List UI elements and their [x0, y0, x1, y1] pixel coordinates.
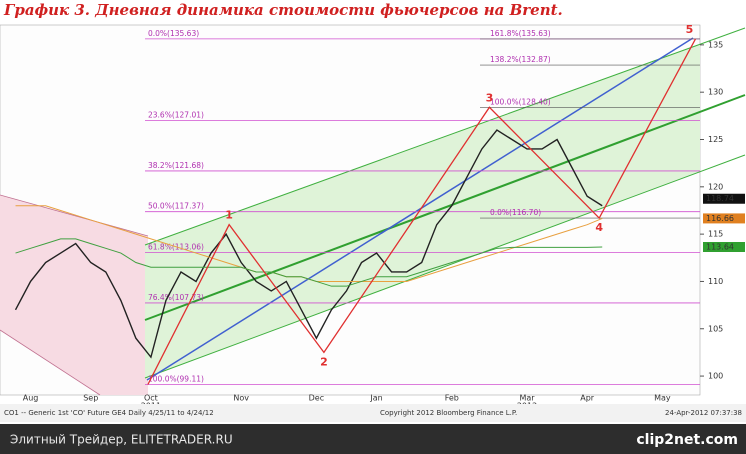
y-tick-label: 130	[708, 88, 723, 97]
wave-line	[147, 38, 697, 385]
wave-label: 1	[225, 209, 233, 222]
price-tag	[703, 193, 745, 204]
y-tick-label: 115	[708, 230, 723, 239]
x-tick-label: Sep	[83, 394, 98, 403]
series-line	[15, 238, 603, 287]
channel-line	[144, 154, 746, 379]
x-tick-label: Aug	[23, 394, 39, 403]
y-tick-label: 105	[708, 324, 723, 333]
y-tick-label: 100	[708, 372, 723, 381]
fib-label: 100.0%(128.40)	[490, 97, 551, 106]
fib-label: 100.0%(99.11)	[148, 374, 204, 383]
price-tag-label: 116.66	[706, 214, 734, 223]
x-tick-label: Oct	[144, 394, 158, 403]
price-tag-label: 118.74	[706, 194, 734, 203]
channel-line	[0, 194, 149, 237]
y-tick-label: 120	[708, 182, 723, 191]
fib-label: 0.0%(116.70)	[490, 208, 541, 217]
price-tag	[703, 213, 745, 224]
fib-label: 138.2%(132.87)	[490, 55, 551, 64]
x-tick-label: May	[654, 394, 671, 403]
wave-label: 3	[486, 91, 494, 104]
fib-label: 0.0%(135.63)	[148, 29, 199, 38]
footer-center: Copyright 2012 Bloomberg Finance L.P.	[380, 409, 517, 417]
y-tick-label: 110	[708, 277, 723, 286]
down-channel	[0, 195, 148, 395]
y-tick-label: 135	[708, 40, 723, 49]
fib-label: 50.0%(117.37)	[148, 202, 204, 211]
x-tick-label: Apr	[580, 394, 595, 403]
y-tick-label: 125	[708, 135, 723, 144]
fib-label: 23.6%(127.01)	[148, 110, 204, 119]
fib-label: 38.2%(121.68)	[148, 161, 204, 170]
wave-label: 5	[686, 23, 694, 36]
watermark-right: clip2net.com	[636, 432, 738, 448]
wave-label: 2	[320, 355, 328, 368]
x-tick-label: Nov	[233, 394, 249, 403]
data-layer: 0.0%(135.63)23.6%(127.01)38.2%(121.68)50…	[14, 23, 745, 411]
channel-line	[0, 329, 101, 396]
x-tick-label: Jan	[369, 394, 382, 403]
footer-left: CO1 -- Generic 1st 'CO' Future GE4 Daily…	[4, 409, 214, 417]
x-tick-label: Dec	[309, 394, 324, 403]
watermark-left: Элитный Трейдер, ELITETRADER.RU	[10, 433, 233, 447]
fib-label: 76.4%(107.73)	[148, 293, 204, 302]
chart-title: График 3. Дневная динамика стоимости фью…	[3, 1, 563, 19]
x-tick-label: Feb	[445, 394, 459, 403]
price-tag	[703, 242, 745, 252]
footer-band	[0, 404, 746, 422]
watermark-bar	[0, 424, 746, 454]
x-tick-label: Mar	[519, 394, 535, 403]
channel-line	[144, 27, 746, 246]
price-tag-label: 113.64	[706, 243, 734, 252]
wave-label: 4	[595, 221, 603, 234]
footer-right: 24-Apr-2012 07:37:38	[665, 409, 742, 417]
fib-label: 161.8%(135.63)	[490, 29, 551, 38]
series-line	[14, 129, 603, 359]
